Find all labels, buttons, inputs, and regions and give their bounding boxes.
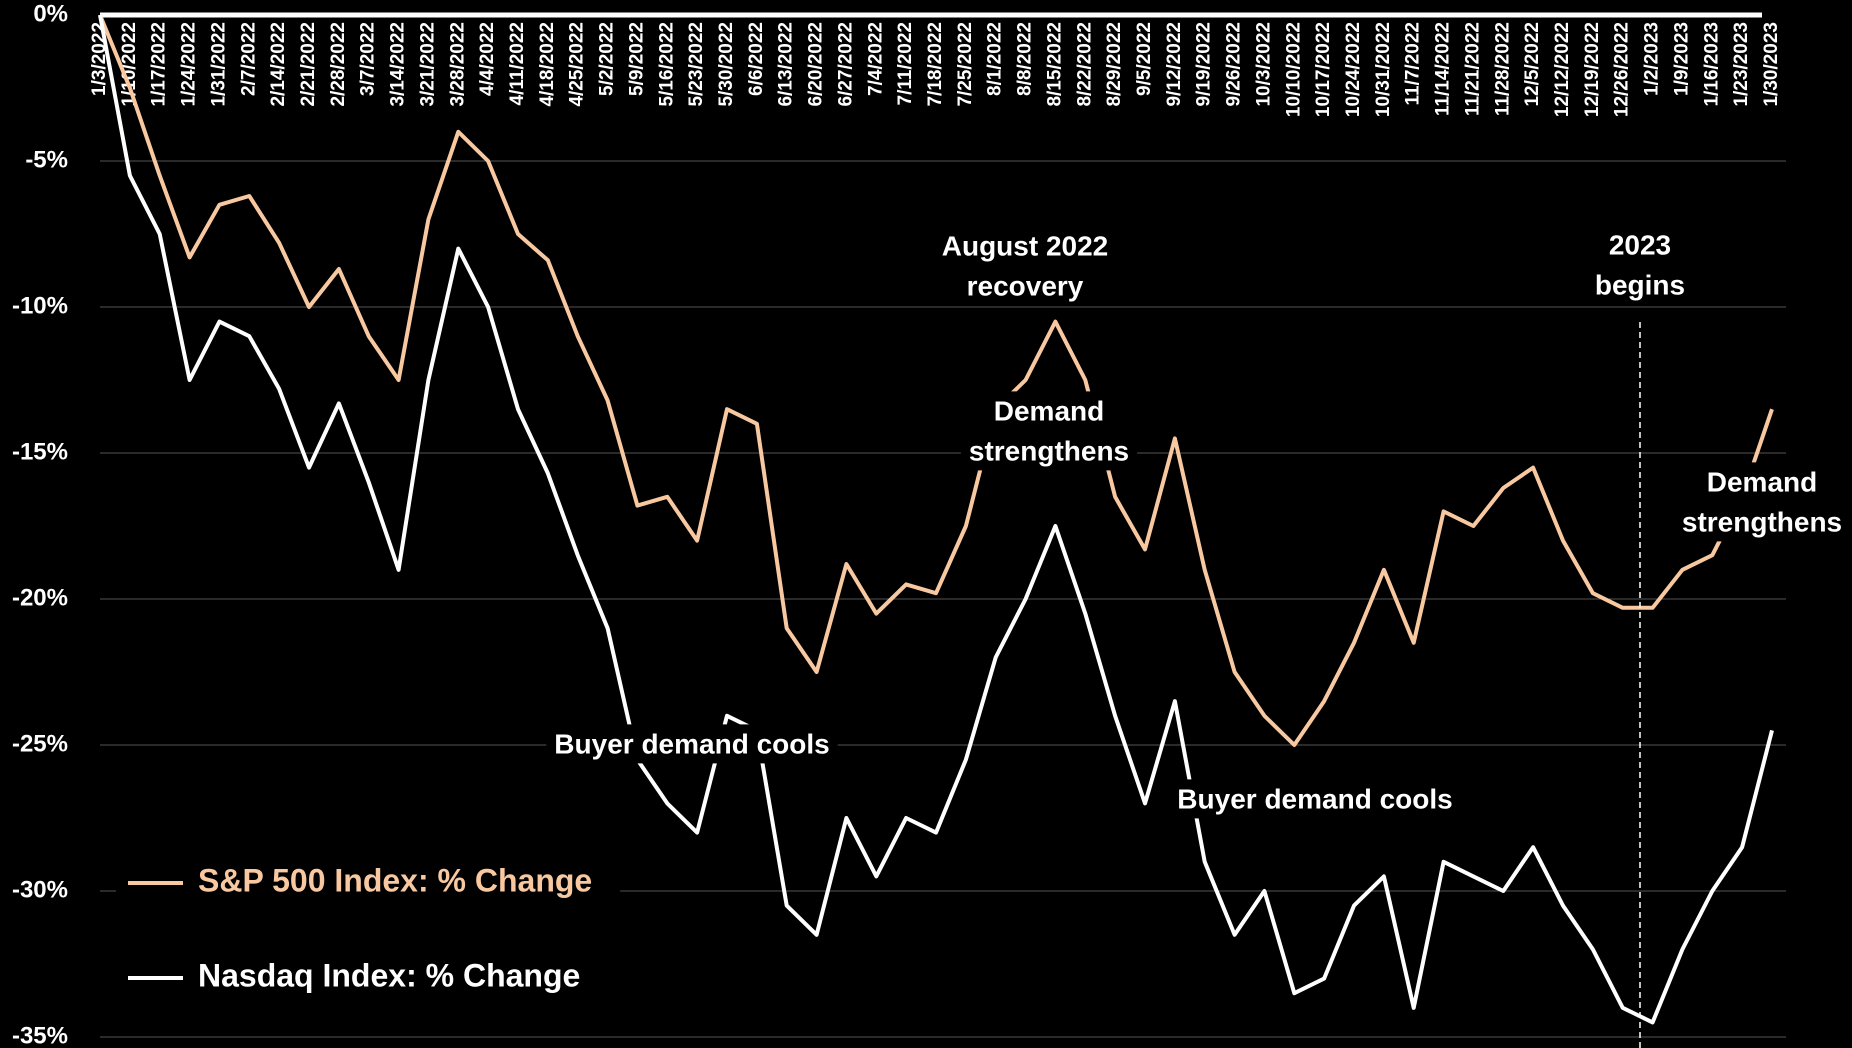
x-tick-label: 4/18/2022: [537, 22, 558, 107]
series-line: [98, 14, 1774, 747]
x-tick-label: 3/21/2022: [417, 22, 438, 107]
x-tick-label: 2/14/2022: [268, 22, 289, 107]
x-tick-label: 4/11/2022: [507, 22, 528, 105]
annotation-text: recovery: [967, 270, 1084, 301]
x-tick-label: 7/18/2022: [925, 22, 946, 107]
annotation-text: Buyer demand cools: [554, 728, 829, 759]
x-tick-label: 5/30/2022: [716, 22, 737, 107]
x-tick-label: 4/25/2022: [567, 22, 588, 107]
x-tick-label: 5/9/2022: [626, 22, 647, 96]
annotation: Demand strengthens: [960, 391, 1138, 471]
x-tick-label: 1/31/2022: [208, 22, 229, 107]
annotation: August 2022 recovery: [942, 230, 1109, 301]
y-tick-label: -35%: [12, 1022, 68, 1048]
x-tick-label: 6/13/2022: [776, 22, 797, 107]
x-tick-label: 6/20/2022: [806, 22, 827, 107]
x-tick-label: 11/7/2022: [1403, 22, 1424, 105]
x-tick-label: 11/14/2022: [1433, 22, 1454, 116]
x-tick-label: 3/7/2022: [358, 22, 379, 96]
x-tick-label: 5/2/2022: [597, 22, 618, 96]
annotation-text: Demand: [994, 395, 1104, 426]
y-tick-label: -15%: [12, 438, 68, 465]
y-tick-label: -10%: [12, 292, 68, 319]
x-tick-label: 1/17/2022: [149, 22, 170, 107]
x-tick-label: 4/4/2022: [477, 22, 498, 96]
x-tick-label: 1/10/2022: [119, 22, 140, 107]
x-tick-label: 8/1/2022: [985, 22, 1006, 96]
annotation-background: [546, 724, 838, 764]
x-tick-label: 12/12/2022: [1552, 22, 1573, 117]
x-tick-label: 10/10/2022: [1283, 22, 1304, 117]
x-tick-label: 12/19/2022: [1582, 22, 1603, 117]
annotation-background: [1673, 462, 1851, 542]
x-tick-label: 3/28/2022: [447, 22, 468, 107]
annotation-text: Buyer demand cools: [1177, 783, 1452, 814]
annotation-text: August 2022: [942, 230, 1109, 261]
y-tick-label: 0%: [33, 0, 68, 27]
x-tick-label: 1/9/2023: [1671, 22, 1692, 96]
x-tick-label: 2/7/2022: [238, 22, 259, 96]
x-tick-label: 10/31/2022: [1373, 22, 1394, 117]
x-tick-label: 8/22/2022: [1074, 22, 1095, 107]
y-tick-label: -5%: [25, 146, 68, 173]
x-tick-label: 9/5/2022: [1134, 22, 1155, 96]
y-tick-label: -25%: [12, 730, 68, 757]
x-tick-label: 7/4/2022: [865, 22, 886, 96]
x-tick-label: 6/27/2022: [835, 22, 856, 107]
annotation-text: 2023: [1609, 229, 1671, 260]
x-tick-label: 8/8/2022: [1015, 22, 1036, 96]
annotation-text: begins: [1595, 269, 1685, 300]
annotation: Buyer demand cools: [1169, 779, 1461, 819]
annotation-background: [960, 391, 1138, 471]
x-tick-label: 10/3/2022: [1253, 22, 1274, 107]
x-tick-label: 12/5/2022: [1522, 22, 1543, 107]
x-tick-label: 2/28/2022: [328, 22, 349, 107]
x-tick-label: 1/2/2023: [1642, 22, 1663, 96]
x-tick-label: 10/17/2022: [1313, 22, 1334, 117]
x-tick-label: 12/26/2022: [1612, 22, 1633, 117]
x-tick-label: 11/28/2022: [1492, 22, 1513, 116]
annotation: 2023 begins: [1595, 229, 1685, 300]
x-tick-label: 10/24/2022: [1343, 22, 1364, 117]
annotation-background: [1169, 779, 1461, 819]
annotation: Demand strengthens: [1673, 462, 1851, 542]
x-tick-label: 11/21/2022: [1462, 22, 1483, 116]
series-line: [98, 14, 1774, 1025]
x-tick-label: 8/15/2022: [1044, 22, 1065, 107]
legend-label: S&P 500 Index: % Change: [198, 862, 592, 898]
x-tick-label: 5/23/2022: [686, 22, 707, 107]
legend-background: [116, 848, 621, 1004]
x-tick-label: 3/14/2022: [388, 22, 409, 107]
annotation: Buyer demand cools: [546, 724, 838, 764]
annotation-text: Demand: [1707, 466, 1817, 497]
y-tick-label: -20%: [12, 584, 68, 611]
x-tick-label: 1/24/2022: [179, 22, 200, 107]
x-tick-label: 1/16/2023: [1701, 22, 1722, 107]
annotation-text: strengthens: [969, 435, 1129, 466]
x-tick-label: 7/11/2022: [895, 22, 916, 105]
x-tick-label: 1/23/2023: [1731, 22, 1752, 107]
x-tick-label: 9/19/2022: [1194, 22, 1215, 107]
x-tick-label: 2/21/2022: [298, 22, 319, 107]
x-tick-label: 5/16/2022: [656, 22, 677, 107]
x-tick-label: 7/25/2022: [955, 22, 976, 107]
x-tick-label: 8/29/2022: [1104, 22, 1125, 107]
y-tick-label: -30%: [12, 876, 68, 903]
legend: S&P 500 Index: % Change Nasdaq Index: % C…: [116, 848, 621, 1004]
x-tick-label: 1/30/2023: [1761, 22, 1782, 107]
x-tick-label: 9/26/2022: [1224, 22, 1245, 107]
x-tick-label: 9/12/2022: [1164, 22, 1185, 107]
legend-label: Nasdaq Index: % Change: [198, 957, 580, 993]
x-tick-label: 6/6/2022: [746, 22, 767, 96]
annotation-text: strengthens: [1682, 506, 1842, 537]
